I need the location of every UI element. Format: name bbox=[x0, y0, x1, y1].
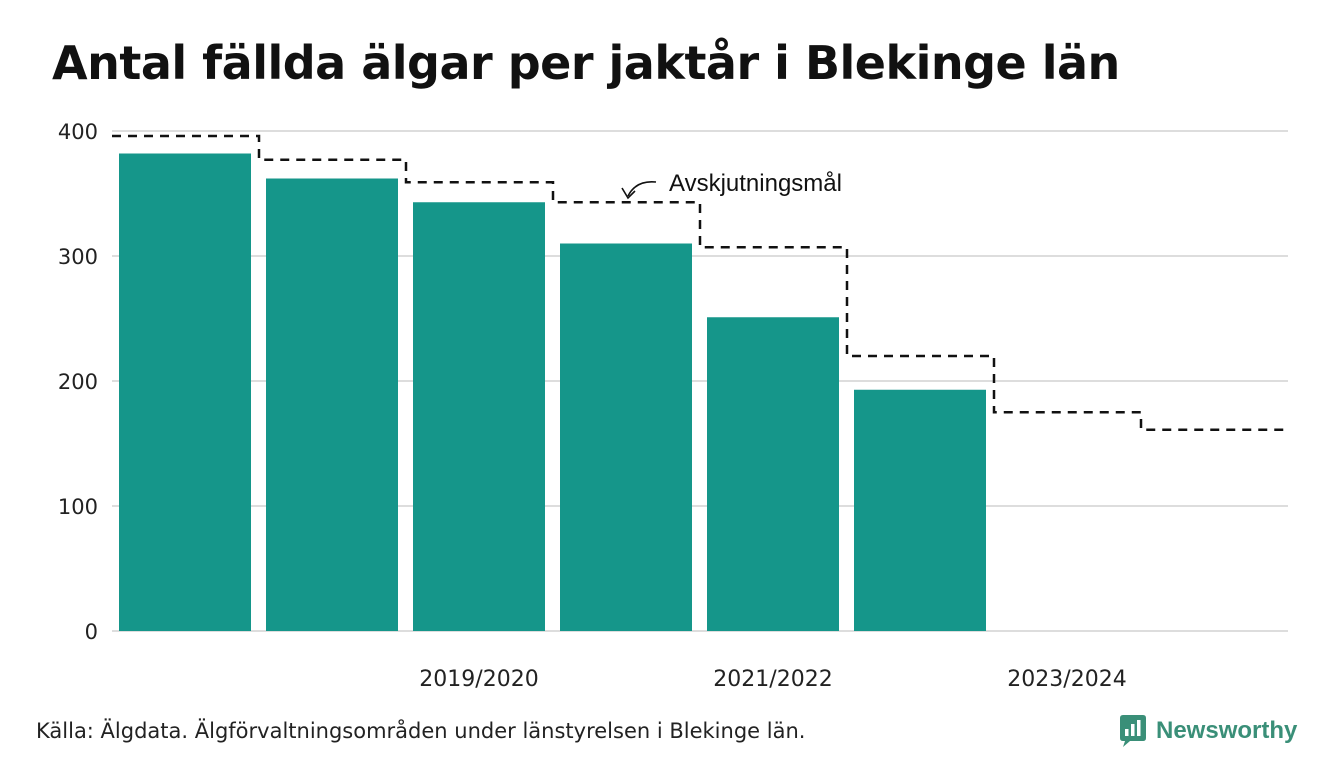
newsworthy-logo-icon bbox=[1120, 715, 1146, 747]
x-tick-label: 2019/2020 bbox=[419, 667, 538, 692]
y-tick-label: 200 bbox=[58, 370, 98, 394]
bars bbox=[119, 153, 986, 631]
brand-name: Newsworthy bbox=[1156, 717, 1298, 744]
bar-2018/2019 bbox=[266, 178, 398, 631]
annotation-arrow-head bbox=[621, 187, 636, 200]
target-annotation: Avskjutningsmål bbox=[621, 170, 842, 200]
annotation-label: Avskjutningsmål bbox=[669, 170, 842, 197]
x-tick-labels: 2019/2020 2021/2022 2023/2024 bbox=[419, 667, 1126, 692]
annotation-arrow bbox=[627, 180, 657, 197]
chart-title: Antal fällda älgar per jaktår i Blekinge… bbox=[52, 36, 1120, 90]
bar-2022/2023 bbox=[854, 389, 986, 631]
target-step-line bbox=[112, 134, 1288, 431]
x-tick-label: 2021/2022 bbox=[713, 667, 832, 692]
x-tick-label: 2023/2024 bbox=[1007, 667, 1126, 692]
y-tick-label: 300 bbox=[58, 245, 98, 269]
y-tick-label: 0 bbox=[85, 620, 98, 644]
source-note: Källa: Älgdata. Älgförvaltningsområden u… bbox=[36, 719, 806, 743]
brand-logo[interactable]: Newsworthy bbox=[1118, 714, 1297, 748]
bar-2020/2021 bbox=[560, 243, 692, 631]
y-tick-labels: 0 100 200 300 400 bbox=[58, 120, 98, 644]
y-tick-label: 400 bbox=[58, 120, 98, 144]
bar-2021/2022 bbox=[707, 317, 839, 631]
target-step-line-path bbox=[112, 134, 1288, 431]
bar-2017/2018 bbox=[119, 153, 251, 631]
bar-2019/2020 bbox=[413, 202, 545, 631]
y-tick-label: 100 bbox=[58, 495, 98, 519]
